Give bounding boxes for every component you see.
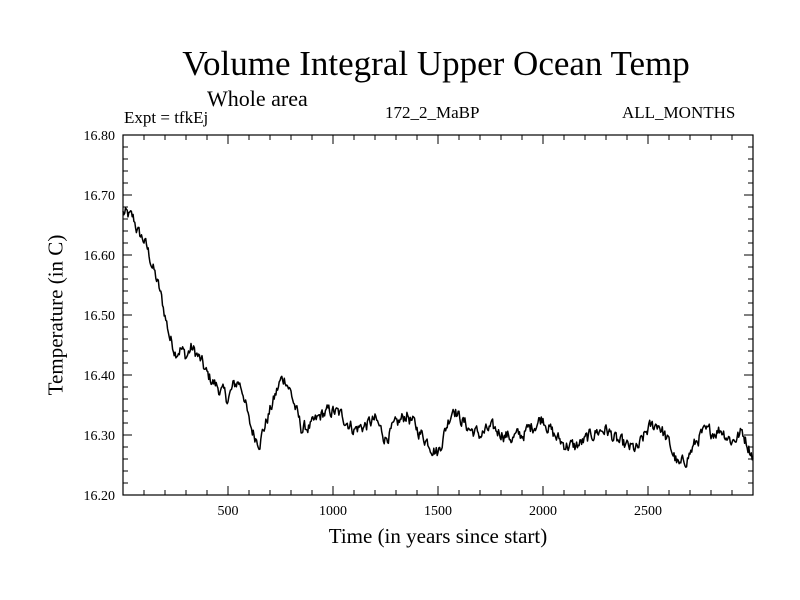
y-tick-label: 16.80 (84, 129, 116, 144)
y-tick-label: 16.20 (84, 489, 116, 504)
x-axis-label: Time (in years since start) (328, 524, 548, 548)
y-axis-label: Temperature (in C) (43, 234, 68, 396)
x-tick-label: 1500 (424, 504, 452, 519)
x-tick-label: 2500 (634, 504, 662, 519)
x-tick-label: 2000 (529, 504, 557, 519)
chart-subtitle: Whole area (207, 86, 308, 111)
months-label: ALL_MONTHS (622, 103, 736, 122)
plot-frame (122, 134, 754, 496)
experiment-label: Expt = tfkEj (124, 108, 209, 127)
run-id-label: 172_2_MaBP (385, 103, 480, 122)
y-tick-label: 16.70 (84, 189, 116, 204)
y-tick-label: 16.30 (84, 429, 116, 444)
y-tick-label: 16.40 (84, 369, 116, 384)
y-tick-label: 16.60 (84, 249, 116, 264)
chart-title: Volume Integral Upper Ocean Temp (182, 44, 690, 83)
x-tick-label: 500 (218, 504, 239, 519)
y-tick-label: 16.50 (84, 309, 116, 324)
temperature-series-line (122, 207, 754, 468)
x-tick-label: 1000 (319, 504, 347, 519)
